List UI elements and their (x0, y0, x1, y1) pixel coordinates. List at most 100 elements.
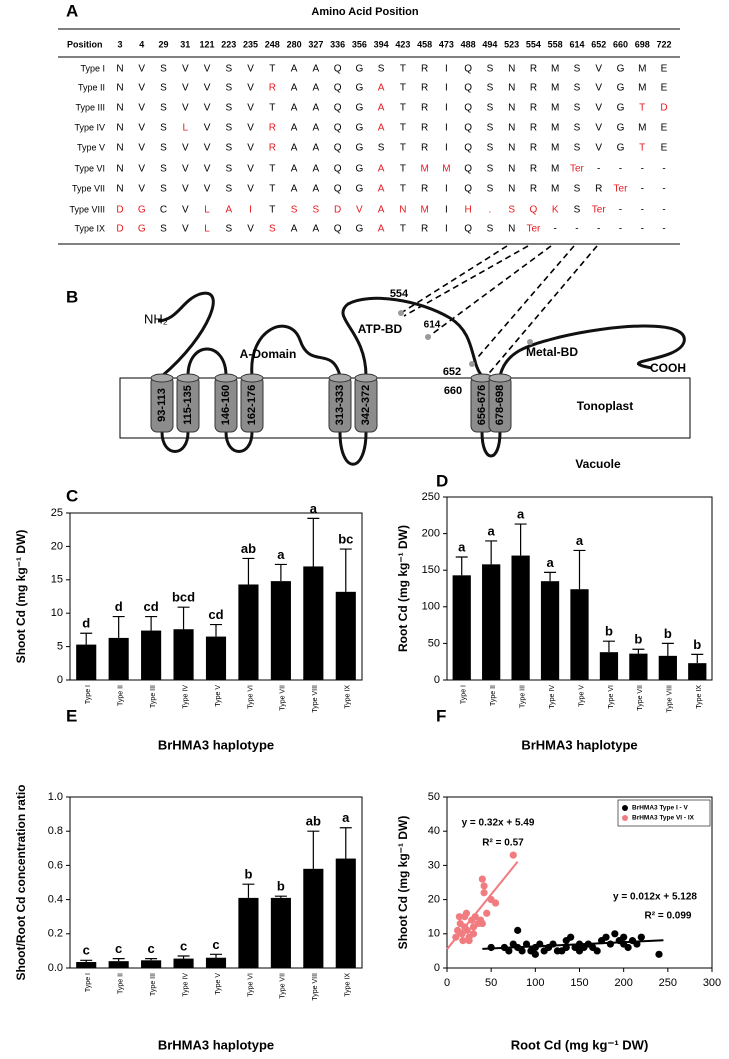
bar (238, 897, 259, 968)
residue: M (551, 83, 559, 94)
residue: A (378, 103, 385, 114)
y-axis-title: Shoot/Root Cd concentration ratio (14, 785, 28, 981)
residue: C (160, 205, 167, 216)
x-tick-label: Type V (215, 685, 222, 707)
residue: S (225, 123, 232, 134)
residue: Ter (592, 205, 607, 216)
residue: A (313, 83, 320, 94)
significance-label: c (83, 943, 90, 958)
residue: S (160, 184, 167, 195)
residue: E (661, 64, 668, 75)
panel-label: E (66, 706, 77, 725)
helix-cap (150, 373, 174, 383)
residue: S (160, 123, 167, 134)
point (459, 937, 467, 945)
loop (341, 296, 484, 377)
panel-label: F (436, 706, 446, 725)
x-tick-label: 200 (614, 977, 632, 989)
point (480, 882, 488, 890)
column-header: 31 (180, 39, 190, 49)
residue: A (378, 184, 385, 195)
significance-label: bcd (172, 590, 195, 605)
residue: D (334, 205, 341, 216)
column-header: 3 (117, 39, 122, 49)
residue: A (313, 184, 320, 195)
residue: A (291, 164, 298, 175)
point (509, 851, 517, 859)
residue: A (378, 164, 385, 175)
fit-line (446, 861, 519, 950)
residue: V (182, 103, 189, 114)
residue: M (638, 64, 646, 75)
bar (108, 961, 129, 968)
residue: V (138, 123, 145, 134)
residue: D (116, 205, 123, 216)
significance-label: b (605, 624, 613, 639)
residue: V (182, 205, 189, 216)
column-header: 458 (417, 39, 432, 49)
helix-cap (240, 373, 264, 383)
bar (688, 663, 707, 680)
residue: S (487, 224, 494, 235)
x-tick-label: 100 (526, 977, 544, 989)
residue: G (355, 83, 363, 94)
error-bar (274, 895, 287, 898)
residue: R (421, 123, 428, 134)
residue: - (662, 184, 665, 195)
y-tick-label: 40 (428, 825, 440, 837)
point (505, 947, 513, 955)
point (483, 909, 491, 917)
residue: V (204, 64, 211, 75)
residue: V (356, 205, 363, 216)
x-tick-label: Type III (150, 685, 157, 708)
residue: V (138, 103, 145, 114)
residue: - (575, 224, 578, 235)
residue: I (445, 205, 448, 216)
residue: I (445, 224, 448, 235)
residue: Q (464, 83, 472, 94)
residue: H (465, 205, 472, 216)
residue: T (400, 224, 406, 235)
significance-label: a (458, 539, 466, 554)
residue: V (182, 224, 189, 235)
bar (303, 566, 324, 680)
residue: Q (334, 123, 342, 134)
significance-label: b (244, 867, 252, 882)
residue: V (204, 103, 211, 114)
row-label: Type V (77, 142, 105, 152)
y-tick-label: 200 (422, 528, 440, 540)
significance-label: d (115, 599, 123, 614)
residue: R (530, 64, 537, 75)
residue: R (595, 184, 602, 195)
residue: N (508, 224, 515, 235)
significance-label: b (277, 879, 285, 894)
bar (270, 581, 291, 680)
compartment-label: Vacuole (575, 457, 621, 471)
residue: - (597, 224, 600, 235)
x-tick-label: 0 (444, 977, 450, 989)
significance-label: a (546, 555, 554, 570)
residue: L (204, 224, 210, 235)
column-header: 327 (308, 39, 323, 49)
residue: A (291, 143, 298, 154)
x-tick-label: 150 (570, 977, 588, 989)
equation: y = 0.32x + 5.49 (462, 818, 535, 829)
site (398, 310, 404, 316)
point (611, 930, 619, 938)
residue: N (508, 64, 515, 75)
residue: S (160, 224, 167, 235)
residue: G (355, 164, 363, 175)
residue: N (508, 143, 515, 154)
bar (141, 630, 162, 680)
residue: Q (334, 224, 342, 235)
bar (141, 960, 162, 968)
connector (403, 245, 529, 317)
x-tick-label: Type VI (247, 685, 254, 709)
panel-label: D (436, 471, 448, 490)
helix-cap (176, 373, 200, 383)
point (491, 899, 500, 907)
error-bar (307, 517, 320, 567)
error-bar (210, 623, 222, 637)
column-header: 423 (395, 39, 410, 49)
y-tick-label: 100 (422, 601, 440, 613)
